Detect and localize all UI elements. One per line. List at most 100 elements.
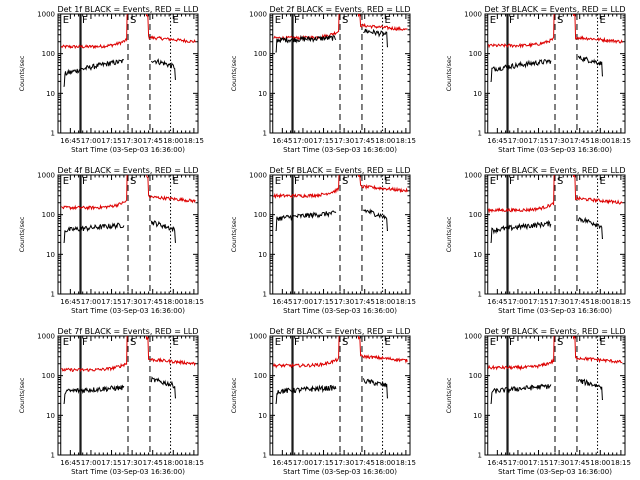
y-axis-label: Counts/sec [230, 216, 238, 252]
x-tick-label: 18:15 [611, 137, 631, 145]
x-tick-label: 17:45 [143, 459, 163, 467]
x-tick-label: 16:45 [487, 459, 507, 467]
x-tick-label: 17:00 [293, 137, 313, 145]
marker-label: S [557, 15, 563, 26]
events-series-line-pre [63, 384, 125, 404]
marker-label: E [385, 15, 391, 26]
panel-title: Det 5f BLACK = Events, RED = LLD [269, 166, 410, 175]
y-tick-label: 10 [473, 412, 482, 420]
x-tick-label: 17:15 [101, 298, 121, 306]
events-series-line-post [150, 58, 176, 80]
lld-series-line-pre [61, 175, 128, 211]
marker-label: S [130, 337, 136, 348]
x-tick-label: 17:30 [122, 298, 142, 306]
y-axis-label: Counts/sec [18, 55, 26, 91]
x-tick-label: 17:30 [122, 459, 142, 467]
events-series-line-pre [63, 59, 125, 87]
events-series-line-post [150, 220, 176, 243]
panel-title: Det 4f BLACK = Events, RED = LLD [57, 166, 198, 175]
marker-label: E [490, 15, 496, 26]
y-tick-label: 10 [473, 90, 482, 98]
events-series-line-pre [275, 210, 337, 231]
x-tick-label: 17:15 [528, 459, 548, 467]
lld-series-line-pre [487, 175, 555, 214]
x-tick-label: 17:00 [81, 459, 101, 467]
marker-label: E [490, 337, 496, 348]
marker-label: E [385, 176, 391, 187]
x-tick-label: 17:00 [293, 459, 313, 467]
events-series-line-post [577, 216, 603, 239]
x-tick-label: 17:30 [122, 137, 142, 145]
marker-label: E [490, 176, 496, 187]
marker-label: F [82, 337, 88, 348]
events-series-line-pre [275, 384, 337, 404]
y-tick-label: 10 [258, 412, 267, 420]
x-tick-label: 17:45 [570, 137, 590, 145]
x-tick-label: 17:15 [313, 137, 333, 145]
y-tick-label: 1 [51, 452, 55, 460]
x-tick-label: 17:15 [313, 298, 333, 306]
panel-6: Det 6f BLACK = Events, RED = LLD 1 10 100 10… [445, 166, 631, 315]
x-axis-label: Start Time (03-Sep-03 16:36:00) [283, 307, 397, 315]
x-tick-label: 18:15 [396, 298, 416, 306]
events-series-line-post [362, 378, 388, 399]
panel-5: Det 5f BLACK = Events, RED = LLD 1 10 100 10… [230, 166, 416, 315]
y-tick-label: 1000 [249, 11, 267, 19]
x-tick-label: 18:15 [611, 298, 631, 306]
y-tick-label: 1000 [464, 172, 482, 180]
x-tick-label: 17:00 [293, 298, 313, 306]
x-axis-label: Start Time (03-Sep-03 16:36:00) [498, 146, 612, 154]
events-series-line-post [362, 208, 388, 231]
y-tick-label: 10 [46, 412, 55, 420]
lld-series-line-pre [487, 336, 555, 371]
y-tick-label: 100 [469, 372, 482, 380]
marker-label: F [294, 337, 300, 348]
marker-label: E [385, 337, 391, 348]
y-tick-label: 100 [254, 211, 267, 219]
x-tick-label: 17:30 [334, 459, 354, 467]
x-tick-label: 18:00 [163, 459, 183, 467]
x-axis-label: Start Time (03-Sep-03 16:36:00) [71, 146, 185, 154]
x-tick-label: 17:30 [334, 137, 354, 145]
x-tick-label: 17:30 [549, 298, 569, 306]
y-tick-label: 1000 [249, 172, 267, 180]
lld-series-line-post [572, 336, 623, 364]
x-tick-label: 17:00 [508, 298, 528, 306]
y-tick-label: 100 [42, 50, 55, 58]
x-tick-label: 17:45 [570, 298, 590, 306]
y-tick-label: 1 [51, 130, 55, 138]
y-tick-label: 10 [473, 251, 482, 259]
y-tick-label: 1 [51, 291, 55, 299]
y-tick-label: 1 [478, 291, 482, 299]
y-tick-label: 100 [469, 211, 482, 219]
lld-series-line-pre [272, 336, 340, 369]
x-axis-label: Start Time (03-Sep-03 16:36:00) [283, 146, 397, 154]
marker-label: F [82, 15, 88, 26]
marker-label: E [600, 15, 606, 26]
lld-series-line-pre [60, 14, 128, 50]
x-tick-label: 18:15 [184, 459, 204, 467]
marker-label: S [342, 15, 348, 26]
x-tick-label: 18:15 [396, 459, 416, 467]
y-tick-label: 10 [46, 90, 55, 98]
x-tick-label: 16:45 [60, 137, 80, 145]
marker-label: S [130, 176, 136, 187]
x-tick-label: 16:45 [60, 459, 80, 467]
y-tick-label: 1 [263, 452, 267, 460]
marker-label: F [82, 176, 88, 187]
panel-title: Det 6f BLACK = Events, RED = LLD [484, 166, 625, 175]
panel-1: Det 1f BLACK = Events, RED = LLD 1 10 100 10… [18, 5, 204, 154]
events-series-line-post [150, 376, 176, 399]
lld-series-line-post [357, 175, 408, 194]
x-tick-label: 17:30 [549, 459, 569, 467]
panel-title: Det 8f BLACK = Events, RED = LLD [269, 327, 410, 336]
y-tick-label: 1000 [37, 11, 55, 19]
y-tick-label: 1 [263, 130, 267, 138]
y-tick-label: 1000 [464, 11, 482, 19]
events-series-line-post [363, 28, 388, 48]
panel-4: Det 4f BLACK = Events, RED = LLD 1 10 100 10… [18, 166, 204, 315]
x-tick-label: 18:15 [611, 459, 631, 467]
marker-label: E [600, 337, 606, 348]
x-tick-label: 17:45 [570, 459, 590, 467]
